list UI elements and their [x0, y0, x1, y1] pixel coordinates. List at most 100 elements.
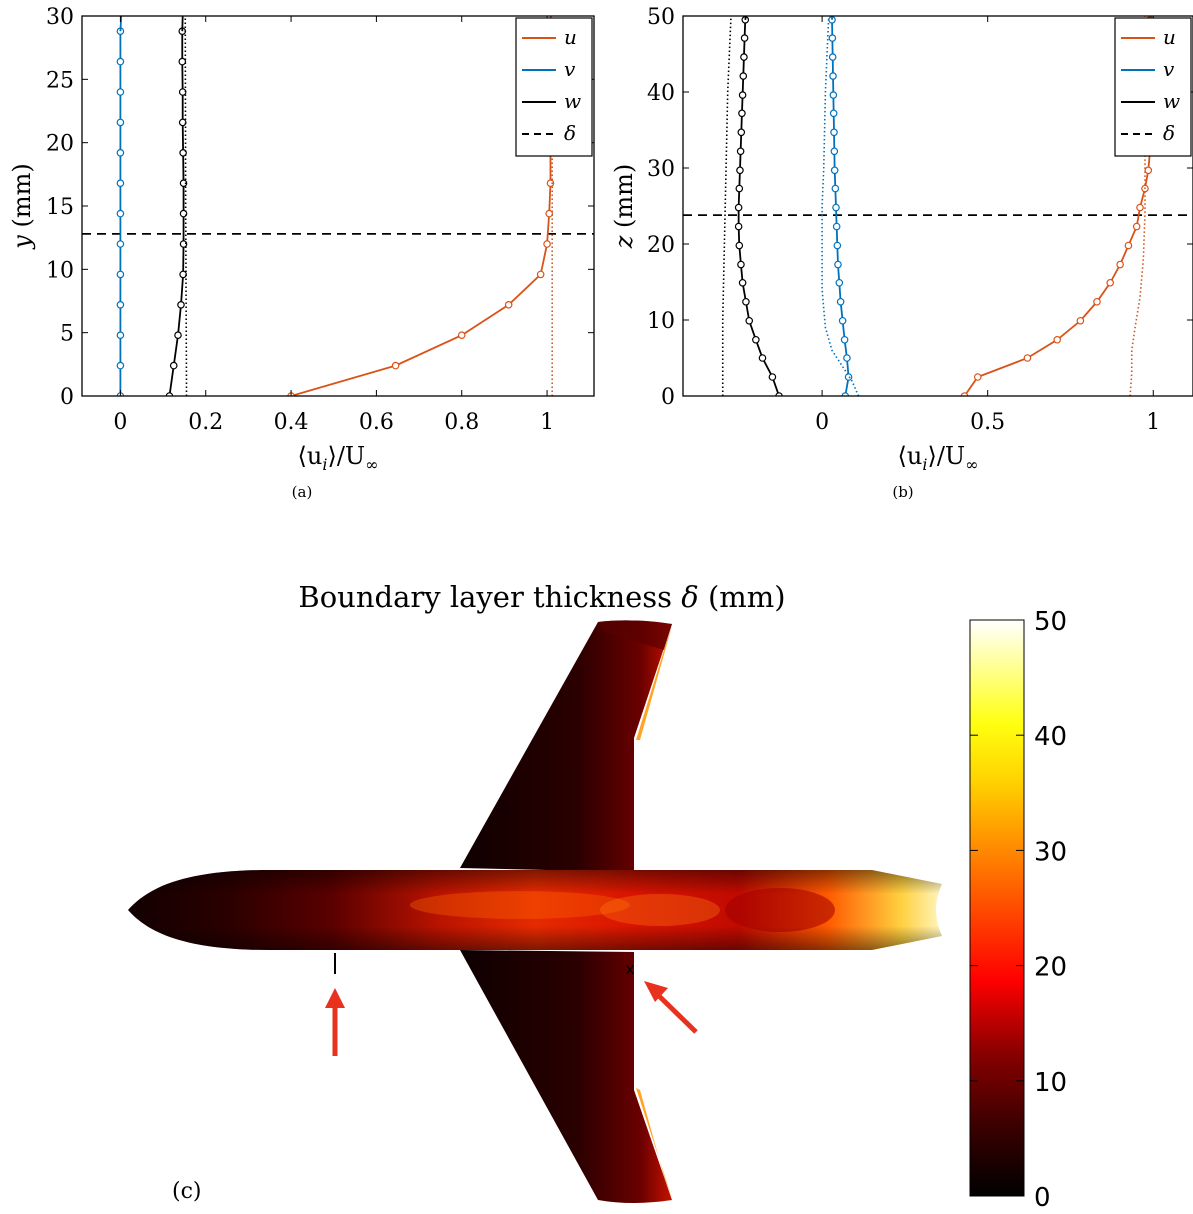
series-w-point-7 [737, 260, 745, 269]
series-w-point-19 [740, 34, 749, 42]
colorbar: 0 10 20 30 40 50 [969, 607, 1067, 1213]
series-u-point-9 [1132, 222, 1141, 231]
panel-c: Boundary layer thickness δ (mm) x [128, 580, 1067, 1213]
series-w-point-9 [734, 222, 743, 231]
series-u-point-12 [1144, 166, 1153, 175]
colorbar-tick-label-4: 40 [1034, 722, 1067, 752]
legend-label-u: u [564, 25, 577, 49]
series-u-point-7 [1116, 260, 1124, 269]
series-v-point-19 [828, 34, 837, 42]
legend-label-delta: δ [564, 121, 576, 145]
series-w-point-15 [738, 109, 746, 118]
fuselage-streak [410, 891, 630, 919]
series-w-point-5 [742, 297, 750, 306]
x-tick-label-2: 1 [1146, 410, 1160, 435]
series-w-point-6 [738, 278, 747, 287]
series-u-point-3 [504, 300, 513, 309]
series-w-point-11 [735, 184, 744, 193]
x-tick-label-5: 1 [540, 410, 554, 435]
series-u-point-7 [546, 179, 555, 188]
series-u-point-8 [1124, 241, 1133, 250]
series-w-dotted-4 [184, 16, 188, 396]
series-v-point-18 [828, 53, 837, 61]
legend-label-delta: δ [1163, 121, 1175, 145]
series-v-point-1 [844, 373, 853, 381]
series-v-point-4 [838, 316, 847, 325]
upper-wing-tip [598, 620, 672, 650]
y-axis-label: y (mm) [8, 163, 36, 249]
legend-label-w: w [564, 89, 581, 113]
fuselage-dark-region [725, 888, 835, 932]
series-v-point-15 [829, 109, 838, 118]
colorbar-tick-label-5: 50 [1034, 607, 1067, 637]
series-v-point-7 [834, 260, 842, 269]
series-v-point-14 [830, 128, 838, 137]
y-tick-label-4: 20 [46, 132, 74, 157]
series-v-point-5 [116, 240, 125, 248]
lower-wing [460, 950, 672, 1203]
series-v-point-6 [116, 209, 125, 218]
x-tick-label-2: 0.4 [274, 410, 309, 435]
series-v-point-2 [116, 331, 125, 340]
series-w-point-12 [736, 166, 744, 175]
y-tick-label-2: 10 [46, 258, 74, 283]
series-v-point-17 [829, 72, 837, 80]
series-w-point-16 [738, 91, 747, 99]
panel-b-caption: (b) [892, 483, 913, 501]
y-tick-label-5: 50 [647, 5, 675, 30]
colorbar-tick-label-0: 0 [1034, 1183, 1051, 1213]
series-u-point-1 [973, 373, 982, 381]
legend-label-v: v [1163, 57, 1175, 81]
series-v-point-13 [830, 147, 839, 156]
series-u-point-6 [1106, 278, 1115, 287]
series-u-point-3 [1053, 335, 1062, 344]
x-tick-label-1: 0.2 [188, 410, 223, 435]
aircraft-heatmap: x (c) [128, 620, 942, 1204]
x-tick-label-0: 0 [113, 410, 127, 435]
series-v-point-5 [836, 297, 845, 306]
series-v-point-7 [116, 179, 125, 188]
y-tick-label-6: 30 [46, 5, 74, 30]
series-u-point-2 [1023, 354, 1032, 362]
series-v-point-6 [835, 278, 844, 287]
x-axis-label: ⟨ui⟩/U∞ [898, 442, 979, 474]
y-tick-label-3: 30 [647, 157, 675, 182]
y-tick-label-5: 25 [46, 68, 74, 93]
y-tick-label-3: 15 [46, 195, 74, 220]
series-w-point-17 [739, 72, 748, 80]
series-v-point-11 [116, 57, 125, 66]
arrow-b [644, 981, 698, 1034]
legend-label-v: v [564, 57, 576, 81]
panel-c-caption: (c) [172, 1179, 202, 1204]
series-w-dotted-5 [721, 16, 732, 396]
series-u-point-5 [1093, 297, 1101, 306]
series-u-point-5 [543, 240, 551, 248]
series-v-point-1 [116, 361, 125, 370]
arrow-a [325, 988, 345, 1056]
series-w-point-1 [169, 361, 178, 370]
series-v-point-9 [832, 222, 841, 231]
y-tick-label-4: 40 [647, 81, 675, 106]
series-w-point-2 [174, 331, 182, 340]
series-w-point-7 [179, 179, 188, 188]
series-w-point-10 [734, 203, 743, 212]
series-v-point-3 [116, 300, 125, 309]
series-w-point-18 [740, 53, 748, 61]
series-w-point-1 [768, 373, 777, 381]
y-tick-label-1: 5 [60, 322, 74, 347]
series-v-point-4 [116, 270, 125, 279]
y-tick-label-0: 0 [661, 385, 675, 410]
legend-label-u: u [1163, 25, 1176, 49]
colorbar-tick-label-3: 30 [1034, 837, 1067, 867]
series-v-point-10 [116, 88, 125, 96]
series-v-point-8 [833, 241, 842, 250]
colorbar-gradient [969, 619, 1025, 1197]
series-w-point-11 [178, 57, 187, 66]
series-v-point-10 [832, 203, 840, 212]
x-tick-label-1: 0.5 [970, 410, 1005, 435]
series-u-point-1 [391, 361, 400, 370]
series-w-point-4 [745, 316, 754, 325]
